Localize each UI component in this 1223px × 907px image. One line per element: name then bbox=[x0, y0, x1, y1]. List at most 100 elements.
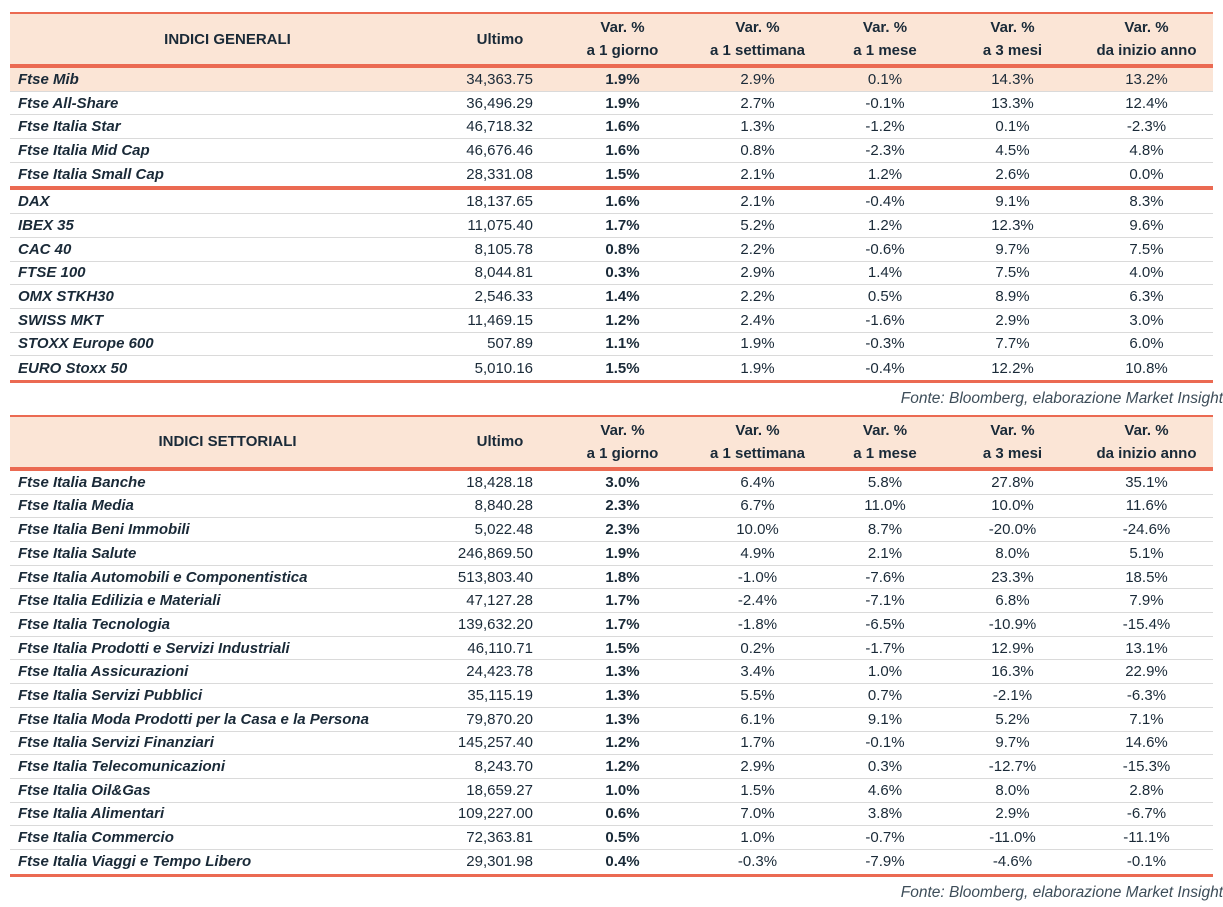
value-cell: 22.9% bbox=[1125, 663, 1168, 681]
value-cell: 1.5% bbox=[605, 359, 640, 377]
index-name: IBEX 35 bbox=[18, 216, 74, 234]
table-header: INDICI GENERALI Ultimo Var. % a 1 giorno… bbox=[10, 12, 1213, 64]
value-cell: -0.4% bbox=[865, 193, 905, 211]
table-row: Ftse Italia Prodotti e Servizi Industria… bbox=[10, 637, 1213, 661]
value-cell: 4.8% bbox=[1129, 141, 1164, 159]
table-row: OMX STKH30 2,546.33 1.4% 2.2% 0.5% 8.9% 6.3% bbox=[10, 285, 1213, 309]
value-cell: 0.1% bbox=[867, 70, 903, 88]
value-cell: 1.5% bbox=[605, 166, 640, 184]
value-cell: 11.0% bbox=[864, 497, 906, 515]
index-name: Ftse Italia Beni Immobili bbox=[18, 521, 190, 539]
value-cell: 11,469.15 bbox=[467, 311, 533, 329]
value-cell: 3.0% bbox=[1129, 311, 1164, 329]
value-cell: 5.1% bbox=[1129, 544, 1164, 562]
table-row: Ftse Mib 34,363.75 1.9% 2.9% 0.1% 14.3% 13.2% bbox=[10, 68, 1213, 92]
index-name: SWISS MKT bbox=[18, 311, 103, 329]
source-note: Fonte: Bloomberg, elaborazione Market In… bbox=[900, 389, 1223, 407]
value-cell: 0.1% bbox=[995, 118, 1030, 136]
var-pct-label: Var. % bbox=[735, 19, 780, 36]
index-name: Ftse Italia Servizi Finanziari bbox=[18, 734, 214, 752]
index-name: STOXX Europe 600 bbox=[18, 335, 154, 353]
value-cell: 11.6% bbox=[1125, 497, 1168, 515]
period-label: a 1 settimana bbox=[709, 444, 806, 462]
value-cell: 9.7% bbox=[995, 240, 1030, 258]
index-name: Ftse Italia Media bbox=[18, 497, 134, 515]
index-name: Ftse Italia Assicurazioni bbox=[18, 663, 189, 681]
value-cell: 4.5% bbox=[995, 141, 1030, 159]
var-pct-label: Var. % bbox=[1124, 19, 1169, 36]
value-cell: 12.3% bbox=[991, 216, 1034, 234]
value-cell: 507.89 bbox=[487, 335, 533, 353]
period-label: a 1 giorno bbox=[586, 42, 659, 59]
value-cell: 1.7% bbox=[605, 615, 640, 633]
var-pct-label: Var. % bbox=[990, 19, 1035, 36]
value-cell: -2.1% bbox=[992, 686, 1033, 704]
value-cell: 14.3% bbox=[991, 70, 1034, 88]
value-cell: 2.8% bbox=[1129, 781, 1164, 799]
period-label: a 1 settimana bbox=[709, 42, 806, 59]
table-row: Ftse Italia Small Cap 28,331.08 1.5% 2.1% 1.… bbox=[10, 163, 1213, 187]
value-cell: -7.9% bbox=[865, 853, 905, 871]
header-divider-line bbox=[10, 466, 1213, 471]
value-cell: 27.8% bbox=[991, 473, 1034, 491]
value-cell: -15.3% bbox=[1122, 758, 1171, 776]
index-name: DAX bbox=[18, 193, 50, 211]
section-divider-line bbox=[10, 186, 1213, 191]
value-cell: 0.0% bbox=[1129, 166, 1164, 184]
value-cell: -11.0% bbox=[989, 829, 1036, 847]
table-title: INDICI GENERALI bbox=[164, 30, 291, 48]
value-cell: 1.1% bbox=[605, 335, 640, 353]
value-cell: 8.3% bbox=[1129, 193, 1164, 211]
index-name: Ftse Italia Salute bbox=[18, 544, 137, 562]
value-cell: 3.0% bbox=[605, 473, 640, 491]
value-cell: 12.4% bbox=[1125, 94, 1168, 112]
value-cell: -6.3% bbox=[1126, 686, 1167, 704]
value-cell: 5,022.48 bbox=[474, 521, 533, 539]
value-cell: -0.7% bbox=[865, 829, 905, 847]
value-cell: 12.9% bbox=[991, 639, 1034, 657]
index-name: Ftse Italia Automobili e Componentistica bbox=[18, 568, 308, 586]
col-header-var-1-settimana: Var. % a 1 settimana bbox=[690, 419, 825, 465]
var-pct-label: Var. % bbox=[862, 421, 908, 439]
value-cell: 2.3% bbox=[605, 521, 640, 539]
value-cell: 14.6% bbox=[1125, 734, 1168, 752]
value-cell: 4.0% bbox=[1129, 264, 1164, 282]
value-cell: 9.1% bbox=[995, 193, 1030, 211]
value-cell: 35.1% bbox=[1125, 473, 1168, 491]
table-row: Ftse Italia Star 46,718.32 1.6% 1.3% -1.2% 0.… bbox=[10, 115, 1213, 140]
value-cell: 46,110.71 bbox=[467, 639, 533, 657]
value-cell: 1.6% bbox=[605, 193, 640, 211]
value-cell: 5.2% bbox=[995, 710, 1030, 728]
table-row: DAX 18,137.65 1.6% 2.1% -0.4% 9.1% 8.3% bbox=[10, 190, 1213, 215]
value-cell: 8.0% bbox=[995, 544, 1030, 562]
value-cell: 7.5% bbox=[1129, 240, 1164, 258]
value-cell: 2.6% bbox=[995, 166, 1030, 184]
value-cell: 1.2% bbox=[605, 758, 640, 776]
value-cell: 2.4% bbox=[740, 311, 775, 329]
source-note: Fonte: Bloomberg, elaborazione Market In… bbox=[900, 883, 1223, 901]
value-cell: 7.9% bbox=[1129, 592, 1164, 610]
value-cell: 23.3% bbox=[991, 568, 1034, 586]
value-cell: -1.7% bbox=[865, 639, 905, 657]
table-row: SWISS MKT 11,469.15 1.2% 2.4% -1.6% 2.9% 3.0% bbox=[10, 309, 1213, 333]
value-cell: 35,115.19 bbox=[467, 686, 533, 704]
value-cell: -15.4% bbox=[1122, 615, 1171, 633]
value-cell: -0.1% bbox=[1126, 853, 1167, 871]
table-row: Ftse Italia Oil&Gas 18,659.27 1.0% 1.5% 4.6%… bbox=[10, 779, 1213, 803]
value-cell: 1.9% bbox=[605, 544, 640, 562]
index-name: Ftse Italia Star bbox=[18, 118, 121, 136]
table-row: Ftse Italia Alimentari 109,227.00 0.6% 7.0%… bbox=[10, 803, 1213, 827]
value-cell: -0.3% bbox=[865, 335, 905, 353]
value-cell: -6.5% bbox=[865, 615, 905, 633]
value-cell: 11,075.40 bbox=[467, 216, 533, 234]
value-cell: 18.5% bbox=[1125, 568, 1168, 586]
value-cell: 34,363.75 bbox=[466, 70, 533, 88]
table-row: Ftse Italia Commercio 72,363.81 0.5% 1.0% -0… bbox=[10, 826, 1213, 850]
value-cell: 1.4% bbox=[867, 264, 903, 282]
value-cell: 2.1% bbox=[740, 193, 775, 211]
value-cell: 0.2% bbox=[740, 639, 775, 657]
value-cell: -11.1% bbox=[1123, 829, 1170, 847]
table-indici-settoriali: INDICI SETTORIALI Ultimo Var. % a 1 gior… bbox=[10, 414, 1213, 877]
value-cell: 1.3% bbox=[605, 710, 640, 728]
value-cell: 3.4% bbox=[740, 663, 775, 681]
